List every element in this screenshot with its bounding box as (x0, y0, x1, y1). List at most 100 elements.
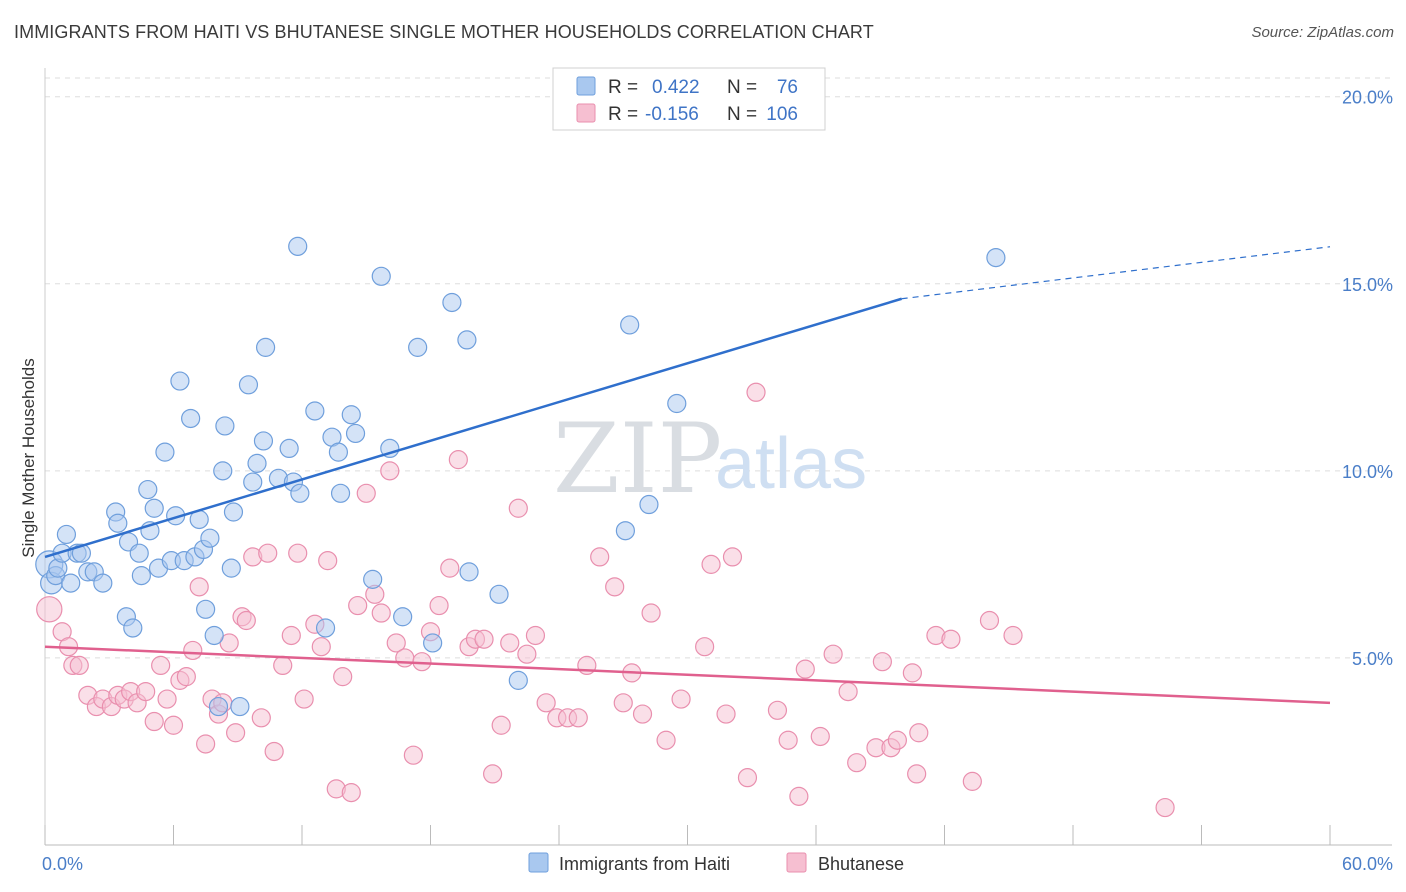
bhutan-point-103 (979, 610, 1000, 631)
bhutan-point-64 (517, 644, 537, 664)
legend-bhutan-r-value: -0.156 (645, 104, 699, 125)
haiti-point-70 (620, 315, 640, 335)
bhutan-point-49 (386, 633, 406, 653)
haiti-point-16 (123, 618, 143, 638)
haiti-point-23 (155, 442, 175, 462)
bhutan-point-92 (847, 753, 867, 773)
haiti-point-32 (196, 599, 216, 619)
legend-swatch-haiti (576, 76, 596, 96)
y-tick-labels: 5.0% 10.0% 15.0% 20.0% (1342, 88, 1393, 669)
bhutan-point-44 (348, 595, 368, 616)
haiti-point-65 (457, 330, 477, 350)
bhutan-point-85 (767, 700, 788, 720)
haiti-point-34 (204, 625, 224, 646)
bhutan-point-40 (318, 551, 338, 571)
bhutan-point-104 (1003, 625, 1023, 646)
bhutan-point-22 (196, 734, 216, 754)
bhutan-point-55 (440, 558, 460, 578)
bhutan-point-75 (632, 704, 653, 724)
bhutan-point-97 (902, 663, 922, 683)
gridlines (45, 77, 1392, 659)
bhutan-point-16 (157, 689, 177, 709)
haiti-point-28 (181, 408, 201, 429)
haiti-point-5 (56, 524, 77, 545)
legend-bhutan-n-label: N = (727, 104, 757, 125)
x-tick-labels: 0.0% 60.0% (42, 854, 1393, 874)
legend-haiti-n-label: N = (727, 77, 757, 98)
bhutan-point-84 (746, 382, 766, 402)
bhutan-point-71 (590, 547, 610, 567)
haiti-point-39 (223, 502, 244, 522)
bhutan-point-72 (605, 577, 625, 597)
chart-title: IMMIGRANTS FROM HAITI VS BHUTANESE SINGL… (14, 22, 874, 42)
y-tick-label-3: 20.0% (1342, 88, 1393, 108)
bhutan-point-21 (189, 577, 209, 597)
haiti-point-21 (144, 498, 164, 518)
bhutan-point-101 (941, 629, 961, 649)
bottom-legend-bhutan: Bhutanese (818, 854, 904, 874)
bhutan-point-17 (163, 715, 184, 735)
bhutan-point-15 (151, 655, 171, 676)
bhutan-point-14 (144, 711, 164, 732)
watermark: ZIP atlas (553, 403, 867, 515)
bhutan-point-76 (641, 603, 661, 623)
bhutan-point-48 (380, 461, 400, 481)
bhutan-point-59 (474, 629, 494, 649)
haiti-points (35, 236, 1006, 717)
haiti-point-33 (200, 528, 220, 548)
bhutan-point-43 (341, 783, 361, 803)
bhutan-point-73 (613, 693, 633, 713)
bhutan-point-27 (226, 723, 246, 743)
haiti-point-6 (61, 573, 81, 593)
legend-bhutan-r-label: R = (608, 104, 638, 125)
haiti-point-59 (371, 266, 391, 286)
haiti-point-66 (459, 562, 479, 582)
haiti-point-45 (255, 337, 276, 357)
bhutan-point-42 (333, 667, 353, 687)
haiti-point-64 (442, 292, 462, 313)
haiti-point-73 (986, 247, 1006, 268)
haiti-point-62 (408, 337, 428, 357)
y-axis-title: Single Mother Households (19, 358, 38, 557)
haiti-point-18 (131, 566, 151, 586)
haiti-point-49 (288, 236, 308, 256)
legend-haiti-r-value: 0.422 (652, 77, 700, 98)
haiti-point-38 (221, 558, 241, 578)
bhutan-point-19 (176, 667, 196, 687)
bhutan-trend-line (44, 645, 1331, 705)
bhutan-point-56 (448, 450, 468, 470)
bhutan-point-89 (810, 726, 830, 747)
legend-bhutan-n-value: 106 (766, 104, 798, 125)
bhutanese-points (36, 382, 1175, 818)
bhutan-point-88 (795, 659, 815, 679)
correlation-legend: R = 0.422 N = 76 R = -0.156 N = 106 (552, 67, 826, 131)
haiti-point-17 (129, 543, 149, 563)
bhutan-point-80 (701, 554, 721, 574)
bottom-legend-swatch-haiti (528, 852, 549, 873)
legend-box (552, 67, 826, 131)
source-label: Source: ZipAtlas.com (1251, 24, 1394, 41)
haiti-point-13 (108, 513, 128, 533)
bhutan-point-87 (789, 786, 809, 806)
legend-haiti-r-label: R = (608, 77, 638, 98)
bhutan-point-32 (258, 543, 278, 563)
legend-swatch-bhutan (576, 103, 596, 123)
haiti-point-44 (253, 431, 274, 451)
haiti-point-57 (345, 423, 366, 444)
bhutan-point-81 (716, 704, 736, 724)
haiti-point-63 (423, 633, 443, 653)
bottom-legend-haiti: Immigrants from Haiti (559, 854, 730, 874)
bottom-legend-swatch-bhutan (786, 852, 807, 873)
bhutan-point-54 (429, 595, 449, 616)
haiti-trend-line (44, 297, 903, 559)
haiti-point-51 (305, 401, 325, 421)
haiti-point-11 (93, 573, 113, 593)
haiti-point-26 (170, 371, 190, 391)
bhutan-point-29 (236, 610, 256, 631)
bhutan-point-61 (491, 715, 511, 735)
haiti-point-58 (363, 569, 383, 589)
bhutan-point-69 (568, 708, 588, 728)
y-tick-label-0: 5.0% (1352, 649, 1393, 669)
bhutan-point-65 (525, 625, 546, 646)
